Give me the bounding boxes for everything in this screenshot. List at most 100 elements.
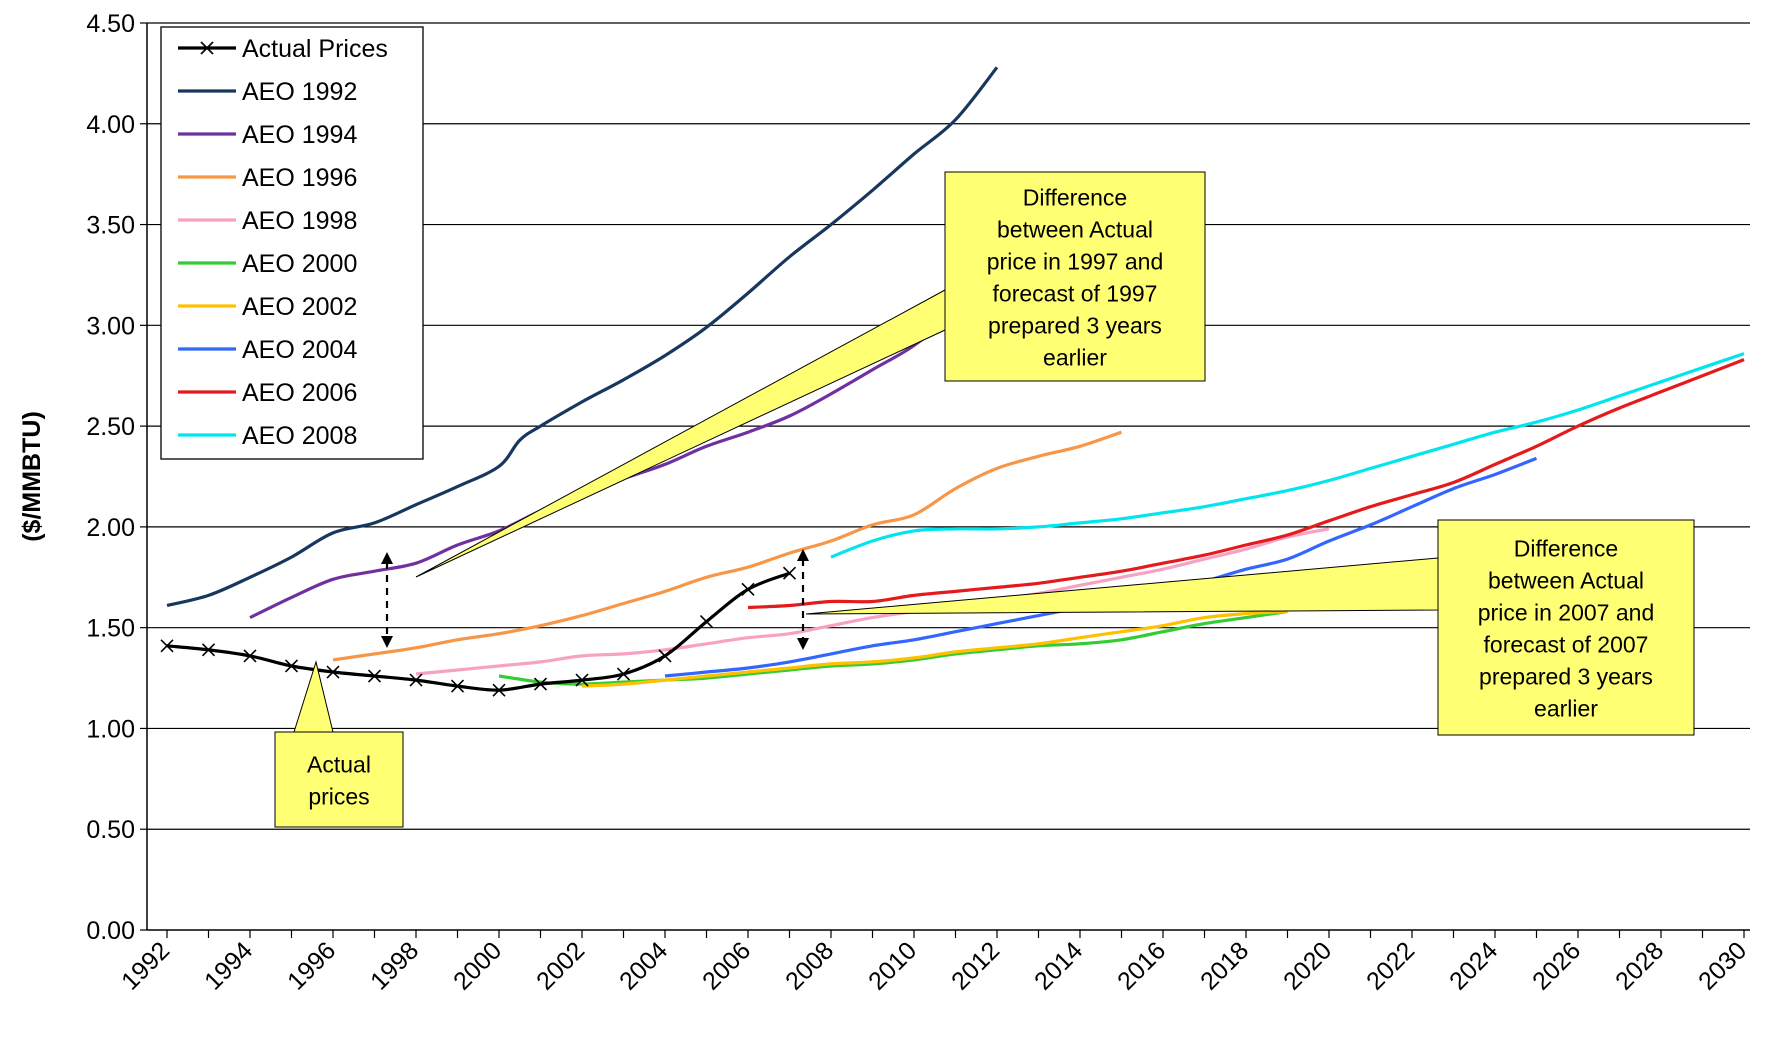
x-marker-stroke bbox=[326, 665, 340, 679]
data-point-actual-prices bbox=[160, 639, 174, 653]
legend-entry-aeo-2002: AEO 2002 bbox=[178, 293, 357, 321]
series-line-aeo-2002 bbox=[581, 609, 1288, 688]
series-line-aeo-1996 bbox=[332, 430, 1123, 662]
legend-label: Actual Prices bbox=[242, 35, 388, 63]
callout-text-line: prepared 3 years bbox=[1479, 663, 1653, 689]
series-line-aeo-2000 bbox=[498, 609, 1288, 686]
x-marker-stroke bbox=[243, 649, 257, 663]
callout-text-line: Actual bbox=[307, 751, 371, 777]
legend-label: AEO 1996 bbox=[242, 164, 357, 192]
data-point-actual-prices bbox=[741, 582, 755, 596]
legend-entry-aeo-2006: AEO 2006 bbox=[178, 379, 357, 407]
x-tick-label: 2028 bbox=[1610, 936, 1669, 995]
legend-entry-aeo-1994: AEO 1994 bbox=[178, 121, 357, 149]
data-point-actual-prices bbox=[284, 659, 299, 673]
legend-entry-actual-prices: Actual Prices bbox=[178, 35, 388, 63]
callout-text-line: earlier bbox=[1043, 344, 1107, 370]
legend-box bbox=[160, 26, 424, 460]
data-point-actual-prices bbox=[575, 673, 589, 687]
legend-label: AEO 2000 bbox=[242, 250, 357, 278]
difference-arrow-1997 bbox=[381, 552, 393, 648]
data-point-actual-prices bbox=[492, 683, 506, 697]
y-axis-label: ($/MMBTU) bbox=[18, 411, 46, 542]
data-point-actual-prices bbox=[326, 665, 340, 679]
x-marker-stroke bbox=[575, 673, 589, 687]
legend-label: AEO 1994 bbox=[242, 121, 357, 149]
x-marker-stroke bbox=[699, 615, 714, 629]
callout-text-line: earlier bbox=[1534, 695, 1598, 721]
x-tick-label: 2016 bbox=[1112, 936, 1171, 995]
legend-marker-stroke bbox=[200, 41, 214, 55]
legend-label: AEO 2006 bbox=[242, 379, 357, 407]
data-point-actual-prices bbox=[450, 679, 465, 693]
x-marker-stroke bbox=[450, 679, 465, 693]
x-tick-label: 2004 bbox=[614, 936, 673, 995]
callout-text-line: prices bbox=[308, 783, 369, 809]
legend-label: AEO 1992 bbox=[242, 78, 357, 106]
callout-text-line: price in 1997 and bbox=[987, 248, 1163, 274]
data-point-actual-prices bbox=[201, 643, 216, 657]
data-point-actual-prices bbox=[243, 649, 257, 663]
x-marker-stroke bbox=[658, 649, 672, 663]
x-tick-label: 2010 bbox=[863, 936, 922, 995]
x-marker-stroke bbox=[492, 683, 506, 697]
y-tick-label: 4.50 bbox=[86, 10, 135, 38]
x-tick-label: 2006 bbox=[697, 936, 756, 995]
legend-entry-aeo-2000: AEO 2000 bbox=[178, 250, 357, 278]
arrow-head-up bbox=[381, 552, 393, 564]
legend: Actual Prices AEO 1992 AEO 1994 AEO 1996 AEO… bbox=[160, 26, 424, 460]
callout-pointer bbox=[415, 289, 946, 578]
legend-label: AEO 2002 bbox=[242, 293, 357, 321]
arrow-head-down bbox=[797, 638, 809, 650]
callout-text-line: price in 2007 and bbox=[1478, 599, 1654, 625]
x-marker-stroke bbox=[409, 673, 423, 687]
difference-arrows bbox=[381, 549, 809, 650]
y-tick-label: 2.50 bbox=[86, 413, 135, 441]
x-marker-stroke bbox=[533, 677, 548, 691]
x-tick-label: 1994 bbox=[199, 936, 258, 995]
x-tick-label: 2014 bbox=[1029, 936, 1088, 995]
legend-entry-aeo-1998: AEO 1998 bbox=[178, 207, 357, 235]
difference-arrow-2007 bbox=[797, 549, 809, 650]
data-point-actual-prices bbox=[699, 615, 714, 629]
y-tick-label: 1.50 bbox=[86, 615, 135, 643]
y-tick-label: 4.00 bbox=[86, 111, 135, 139]
data-point-actual-prices bbox=[782, 566, 797, 580]
legend-label: AEO 1998 bbox=[242, 207, 357, 235]
x-tick-label: 1992 bbox=[116, 936, 175, 995]
callout-actual-prices: Actual prices bbox=[274, 660, 404, 828]
data-point-actual-prices bbox=[658, 649, 672, 663]
callout-pointer bbox=[805, 557, 1439, 615]
x-tick-label: 2026 bbox=[1527, 936, 1586, 995]
series-line-aeo-1998 bbox=[415, 527, 1330, 676]
x-tick-label: 1996 bbox=[282, 936, 341, 995]
x-marker-stroke bbox=[284, 659, 299, 673]
legend-entry-aeo-2008: AEO 2008 bbox=[178, 422, 357, 450]
y-tick-label: 3.50 bbox=[86, 212, 135, 240]
x-tick-label: 2030 bbox=[1693, 936, 1752, 995]
data-point-actual-prices bbox=[616, 667, 631, 681]
y-tick-label: 0.50 bbox=[86, 816, 135, 844]
data-point-actual-prices bbox=[533, 677, 548, 691]
callout-text-line: between Actual bbox=[1488, 567, 1644, 593]
legend-entry-aeo-1992: AEO 1992 bbox=[178, 78, 357, 106]
x-tick-label: 2024 bbox=[1444, 936, 1503, 995]
x-tick-label: 2002 bbox=[531, 936, 590, 995]
legend-label: AEO 2004 bbox=[242, 336, 357, 364]
series-line-aeo-2006 bbox=[747, 358, 1745, 610]
callout-text-line: forecast of 1997 bbox=[993, 280, 1158, 306]
series-line-aeo-2008 bbox=[830, 352, 1745, 559]
callout-text-line: Difference bbox=[1514, 535, 1618, 561]
x-marker-stroke bbox=[782, 566, 797, 580]
x-marker-stroke bbox=[160, 639, 174, 653]
x-marker-stroke bbox=[367, 669, 382, 683]
legend-entry-aeo-2004: AEO 2004 bbox=[178, 336, 357, 364]
callout-text-line: prepared 3 years bbox=[988, 312, 1162, 338]
x-marker-stroke bbox=[201, 643, 216, 657]
x-tick-label: 2018 bbox=[1195, 936, 1254, 995]
callout-text-line: forecast of 2007 bbox=[1484, 631, 1649, 657]
x-tick-label: 2008 bbox=[780, 936, 839, 995]
x-tick-label: 1998 bbox=[365, 936, 424, 995]
